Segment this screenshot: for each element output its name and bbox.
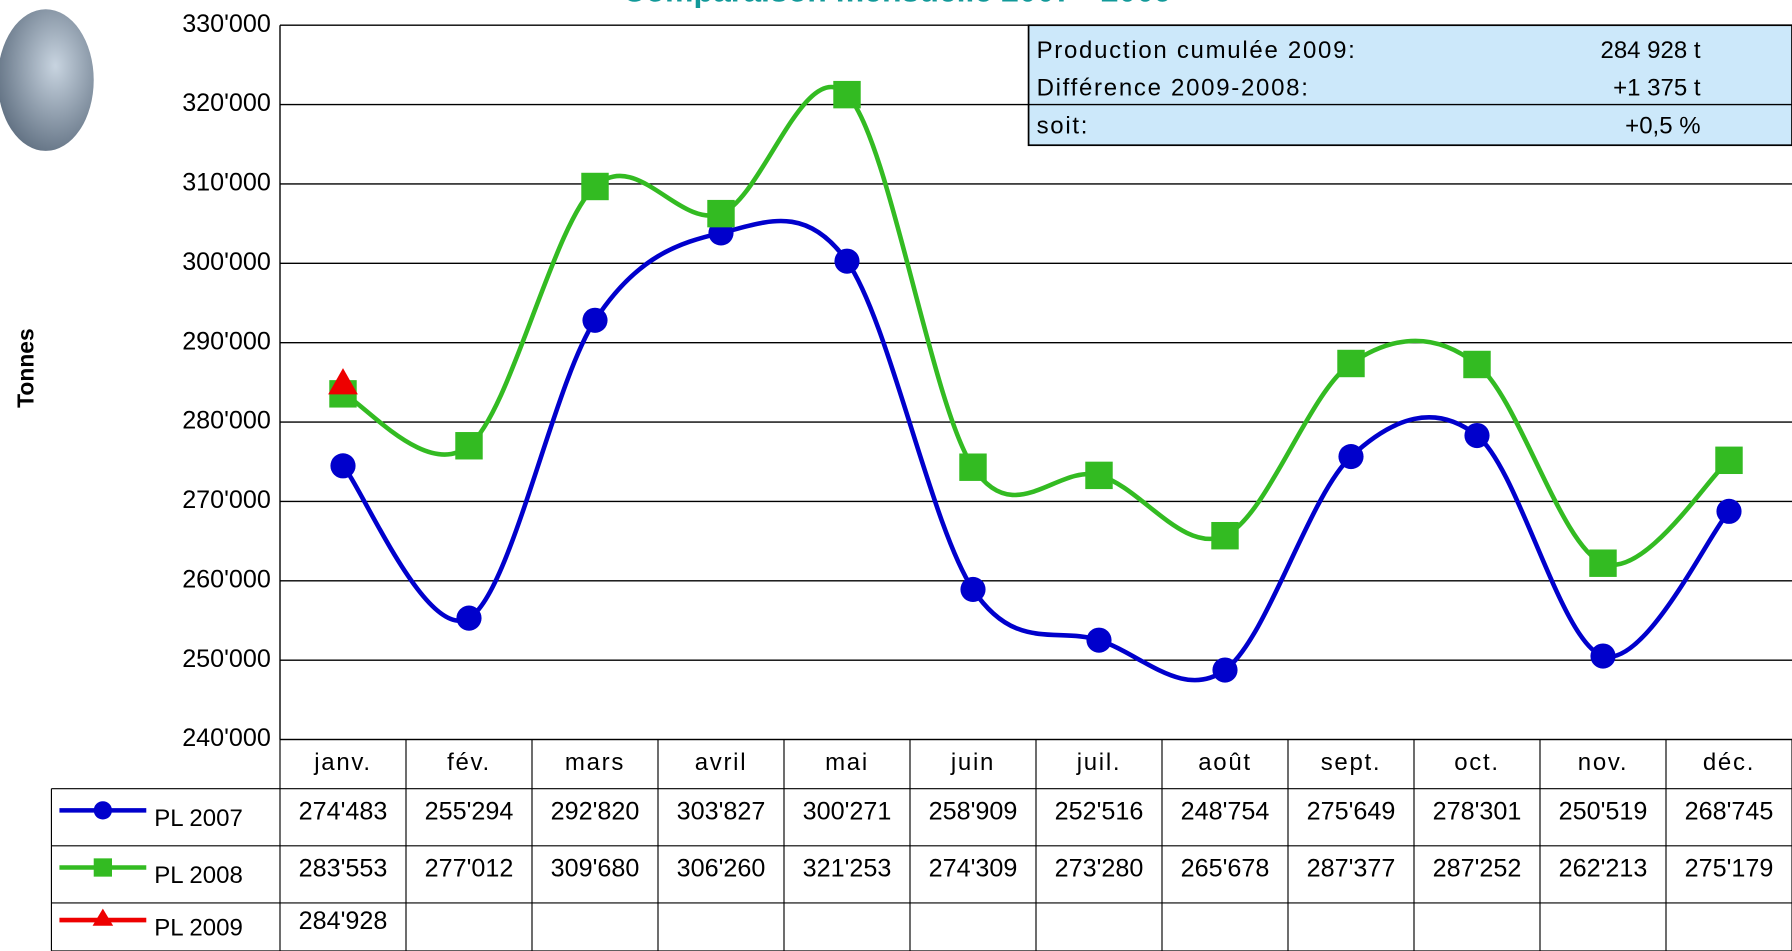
- point: [1211, 521, 1239, 550]
- point: [328, 368, 358, 395]
- table-value: 292'820: [551, 797, 640, 825]
- info-value: +1 375 t: [1613, 75, 1701, 102]
- point: [1212, 657, 1238, 683]
- legend-marker: [92, 908, 114, 926]
- x-tick-label: juil.: [1076, 749, 1122, 776]
- point: [1337, 349, 1365, 378]
- table-value: 277'012: [425, 854, 514, 882]
- table-value: 283'553: [299, 854, 388, 882]
- table-value: 255'294: [425, 797, 514, 825]
- y-tick-label: 300'000: [182, 248, 271, 276]
- chart-title: Comparaison mensuelle 2007 - 2009: [622, 0, 1172, 9]
- point: [834, 248, 860, 274]
- x-tick-label: mars: [565, 749, 625, 776]
- point: [707, 199, 735, 228]
- info-label: Production cumulée 2009:: [1037, 37, 1357, 64]
- y-tick-label: 320'000: [182, 89, 271, 117]
- point: [959, 453, 987, 481]
- info-box-bg: [1027, 24, 1792, 147]
- x-tick-label: juin: [950, 749, 995, 776]
- info-label: Différence 2009-2008:: [1037, 75, 1310, 102]
- y-tick-label: 290'000: [182, 327, 271, 355]
- info-label: soit:: [1037, 112, 1090, 139]
- x-tick-label: mai: [825, 749, 869, 776]
- table-value: 303'827: [677, 797, 766, 825]
- table-value: 265'678: [1181, 854, 1270, 882]
- table-value: 284'928: [299, 907, 388, 935]
- table-value: 258'909: [929, 797, 1018, 825]
- point: [456, 605, 482, 631]
- point: [1086, 627, 1112, 653]
- point: [1589, 549, 1617, 577]
- table-value: 306'260: [677, 854, 766, 882]
- legend-label: PL 2009: [154, 915, 243, 942]
- point: [1338, 444, 1364, 470]
- y-tick-label: 310'000: [182, 169, 271, 197]
- x-tick-label: fév.: [447, 749, 491, 776]
- table-value: 275'179: [1685, 854, 1774, 882]
- x-tick-label: nov.: [1578, 749, 1628, 776]
- legend-marker: [93, 801, 112, 820]
- point: [330, 453, 356, 479]
- point: [582, 307, 608, 333]
- table-value: 300'271: [803, 797, 892, 825]
- table-value: 268'745: [1685, 797, 1774, 825]
- y-tick-label: 250'000: [182, 645, 271, 673]
- point: [455, 432, 483, 460]
- x-tick-label: août: [1198, 749, 1252, 776]
- point: [1464, 422, 1490, 449]
- point: [1463, 350, 1491, 379]
- point: [1716, 498, 1742, 524]
- x-tick-label: déc.: [1703, 749, 1755, 776]
- x-tick-label: avril: [695, 749, 748, 776]
- point: [581, 172, 609, 201]
- table-value: 274'483: [299, 797, 388, 825]
- info-box: Production cumulée 2009: 284 928 t Différe…: [1027, 24, 1792, 147]
- table-value: 287'377: [1307, 854, 1396, 882]
- table-value: 278'301: [1433, 797, 1522, 825]
- y-tick-label: 260'000: [182, 565, 271, 593]
- point: [833, 80, 861, 109]
- x-tick-label: oct.: [1454, 749, 1500, 776]
- y-tick-label: 330'000: [182, 10, 271, 38]
- y-tick-label: 240'000: [182, 724, 271, 752]
- table-value: 248'754: [1181, 797, 1270, 825]
- y-tick-label: 280'000: [182, 407, 271, 435]
- table-value: 262'213: [1559, 854, 1648, 882]
- legend-label: PL 2007: [154, 805, 243, 832]
- point: [1590, 643, 1616, 669]
- x-tick-label: janv.: [313, 749, 372, 776]
- table-value: 321'253: [803, 854, 892, 882]
- legend-label: PL 2008: [154, 862, 243, 889]
- table-value: 274'309: [929, 854, 1018, 882]
- table-value: 309'680: [551, 854, 640, 882]
- series-line: [341, 84, 1731, 568]
- table-value: 273'280: [1055, 854, 1144, 882]
- point: [960, 576, 986, 602]
- point: [1715, 446, 1743, 475]
- table-value: 250'519: [1559, 797, 1648, 825]
- y-axis-label: Tonnes: [12, 328, 38, 408]
- y-tick-label: 270'000: [182, 486, 271, 514]
- point: [1085, 461, 1113, 490]
- series-line: [341, 218, 1731, 683]
- info-value: +0,5 %: [1625, 112, 1700, 139]
- table-value: 275'649: [1307, 797, 1396, 825]
- x-tick-label: sept.: [1321, 749, 1382, 776]
- table-value: 252'516: [1055, 797, 1144, 825]
- logo: [0, 9, 94, 151]
- legend-marker: [93, 858, 112, 877]
- table-value: 287'252: [1433, 854, 1522, 882]
- info-value: 284 928 t: [1600, 37, 1700, 64]
